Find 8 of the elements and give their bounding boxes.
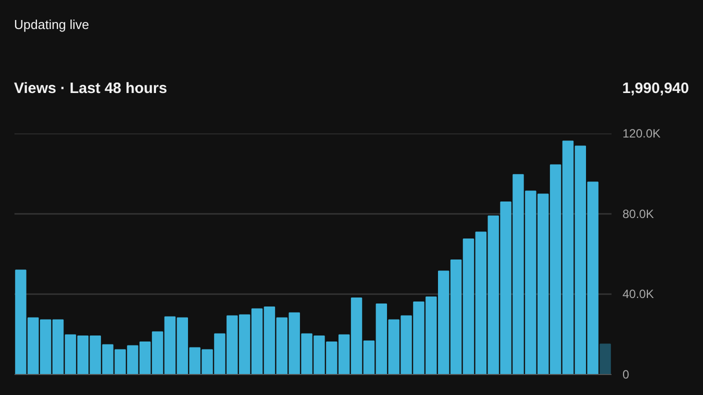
- bar: [600, 344, 611, 374]
- text: 1,990,940: [622, 79, 689, 99]
- y-tick-label: 0: [622, 368, 630, 382]
- y-tick-label: 40.0K: [622, 287, 654, 302]
- chart-title: Views · Last 48 hours: [14, 79, 168, 99]
- y-tick-label: 80.0K: [622, 206, 654, 221]
- text: Updating live: [14, 16, 90, 34]
- y-tick-label: 120.0K: [622, 126, 661, 140]
